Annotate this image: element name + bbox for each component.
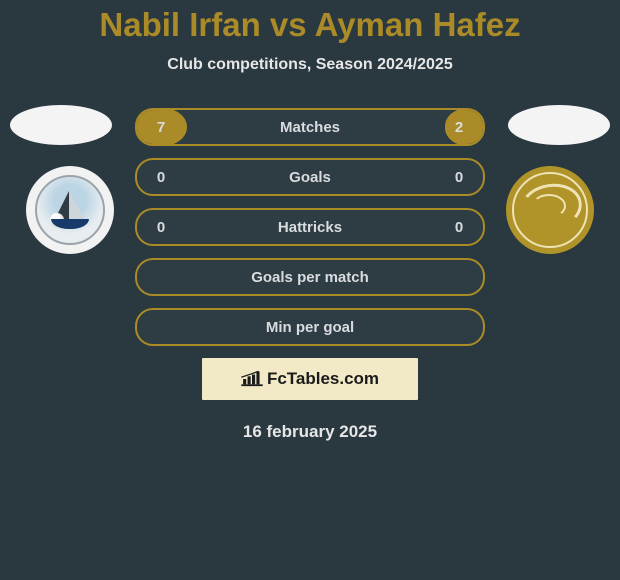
stat-row: 7Matches2 [135,108,485,146]
club-crest-left [26,166,114,254]
stat-label: Matches [185,119,435,136]
stat-value-left: 0 [137,219,185,236]
page-title: Nabil Irfan vs Ayman Hafez [0,0,620,44]
brand-badge: FcTables.com [202,358,418,400]
stat-row: Min per goal [135,308,485,346]
crest-right-art [512,172,588,248]
stat-row: 0Hattricks0 [135,208,485,246]
stat-value-right: 2 [435,119,483,136]
crest-left-art [35,175,105,245]
stats-area: 7Matches20Goals00Hattricks0Goals per mat… [0,108,620,346]
player-photo-left [10,105,112,145]
stat-value-right: 0 [435,219,483,236]
stat-value-left: 7 [137,119,185,136]
stat-label: Hattricks [185,219,435,236]
club-crest-right [506,166,594,254]
player-photo-right [508,105,610,145]
brand-chart-icon [241,371,263,387]
subtitle: Club competitions, Season 2024/2025 [0,56,620,74]
stat-row: Goals per match [135,258,485,296]
stat-value-left: 0 [137,169,185,186]
stat-label: Goals [185,169,435,186]
stat-label: Min per goal [185,319,435,336]
stat-label: Goals per match [185,269,435,286]
infographic-root: Nabil Irfan vs Ayman Hafez Club competit… [0,0,620,580]
stat-value-right: 0 [435,169,483,186]
stat-row: 0Goals0 [135,158,485,196]
stat-rows: 7Matches20Goals00Hattricks0Goals per mat… [135,108,485,346]
brand-text: FcTables.com [267,369,379,389]
date-text: 16 february 2025 [0,422,620,442]
